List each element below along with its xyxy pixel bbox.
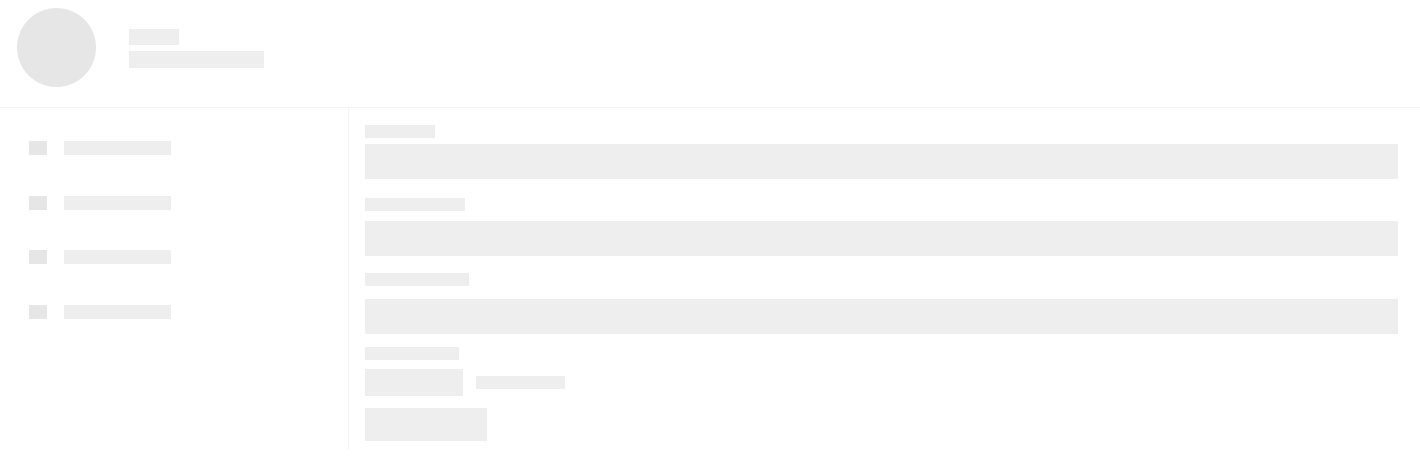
profile-header [0, 0, 1420, 108]
sidebar [0, 108, 349, 450]
field-label-placeholder [365, 125, 435, 138]
sidebar-item[interactable] [0, 299, 349, 329]
sidebar-item-label-placeholder [64, 141, 171, 155]
placeholder-icon [29, 141, 47, 155]
placeholder-icon [29, 305, 47, 319]
sidebar-item-label-placeholder [64, 196, 171, 210]
field-label-placeholder [365, 273, 469, 286]
sidebar-item-label-placeholder [64, 250, 171, 264]
text-field-placeholder[interactable] [365, 221, 1398, 256]
form-panel [350, 108, 1420, 450]
option-button-placeholder[interactable] [365, 369, 463, 396]
submit-button-placeholder[interactable] [365, 408, 487, 441]
sidebar-item-label-placeholder [64, 305, 171, 319]
sidebar-item[interactable] [0, 135, 349, 165]
avatar-placeholder [17, 8, 96, 87]
placeholder-icon [29, 250, 47, 264]
text-field-placeholder[interactable] [365, 299, 1398, 334]
option-label-placeholder [365, 347, 459, 360]
header-title-placeholder [129, 29, 179, 45]
field-label-placeholder [365, 198, 465, 211]
placeholder-icon [29, 196, 47, 210]
header-subtitle-placeholder [129, 51, 264, 68]
text-field-placeholder[interactable] [365, 144, 1398, 179]
sidebar-item[interactable] [0, 190, 349, 220]
option-caption-placeholder [476, 376, 565, 389]
sidebar-item[interactable] [0, 244, 349, 274]
